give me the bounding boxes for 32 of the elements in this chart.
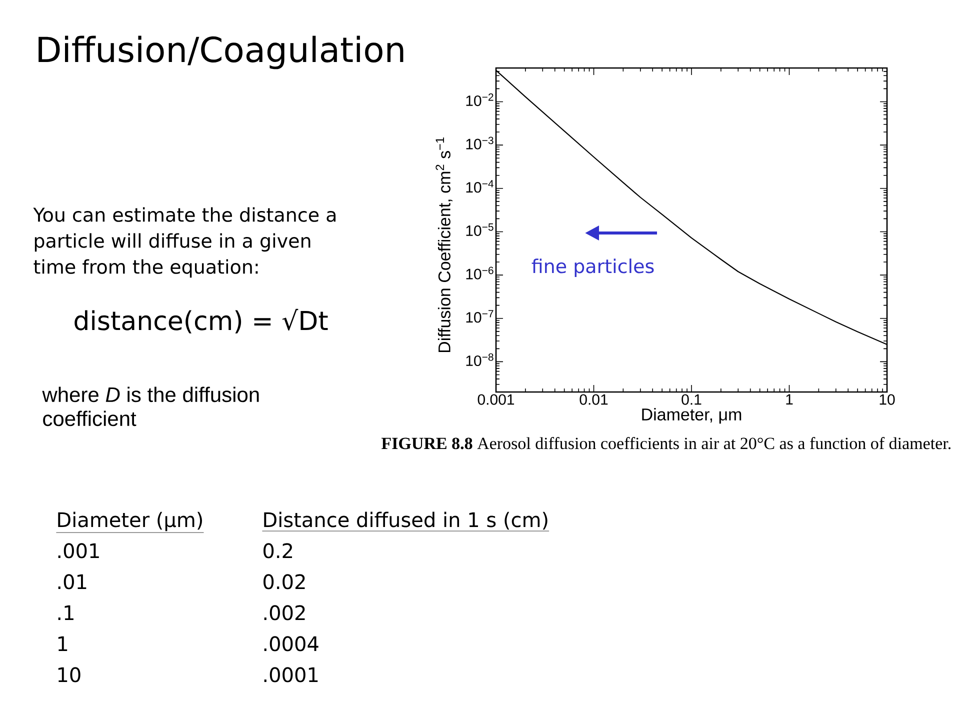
text: 10: [58, 667, 80, 682]
text: .002: [264, 605, 305, 620]
text: where D is the diffusion coefficient: [42, 386, 259, 426]
x-tick-label: 10: [880, 394, 895, 405]
text: You can estimate the distance a particle will diffuse in a given time from the equation:: [33, 207, 336, 278]
x-tick-label: 0.1: [682, 394, 702, 405]
y-tick-label: 10$^{−7}$: [466, 310, 494, 323]
y-tick-label: 10$^{−5}$: [466, 223, 494, 236]
chart-title: Diffusion/Coagulation: [38, 36, 404, 70]
y-tick-label: 10$^{−3}$: [466, 136, 494, 150]
text: 1: [58, 636, 68, 651]
text: .0004: [264, 636, 318, 652]
text: .0001: [264, 667, 318, 682]
text: FIGURE 8.8 Aerosol diffusion coefficients in air at 20°C as a function of diameter.: [382, 437, 951, 450]
x-tick-label: 0.01: [580, 394, 608, 405]
text: .1: [58, 605, 74, 620]
text: .001: [58, 543, 99, 558]
y-tick-label: 10$^{−6}$: [466, 266, 494, 280]
y-tick-label: 10$^{−2}$: [466, 93, 494, 106]
text: distance(cm) = √Dt: [74, 308, 328, 334]
y-tick-label: 10$^{−8}$: [466, 353, 494, 366]
text: .01: [58, 574, 86, 590]
text: Distance diffused in 1 s (cm): [264, 512, 548, 530]
text: 0.02: [264, 574, 305, 590]
y-tick-label: 10$^{−4}$: [466, 180, 494, 193]
x-tick-label: 0.001: [478, 394, 514, 405]
x-tick-label: 1: [786, 394, 793, 405]
text: 0.2: [264, 543, 292, 558]
y-axis-title: Diffusion Coefficient, cm$^{2}$ s$^{−1}$: [436, 137, 452, 352]
text: Diameter (μm): [58, 512, 202, 532]
x-axis-title: Diameter, μm: [642, 408, 742, 424]
annotation: fine particles: [532, 258, 654, 277]
